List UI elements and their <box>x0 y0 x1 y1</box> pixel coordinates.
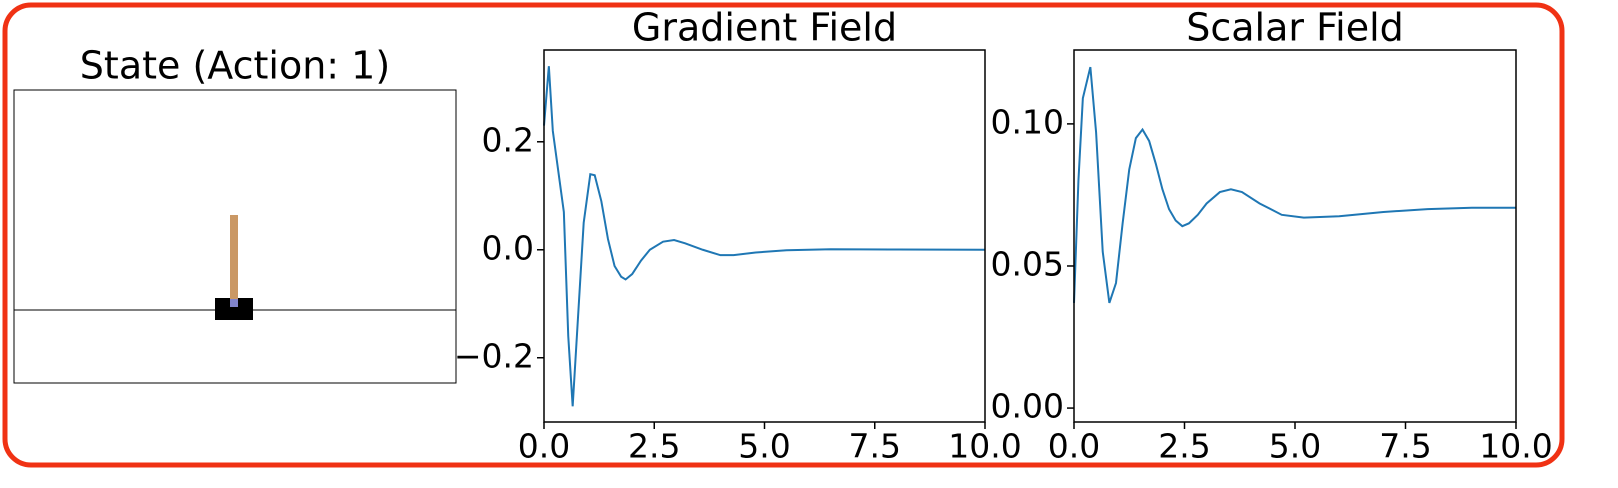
frame <box>2 2 1565 468</box>
chart-title: Gradient Field <box>632 6 897 50</box>
axes-frame <box>1073 49 1517 423</box>
x-tick-label: 0.0 <box>518 427 570 466</box>
x-tick-label: 5.0 <box>738 427 790 466</box>
panel-title: State (Action: 1) <box>80 44 390 88</box>
y-tick-label: 0.10 <box>991 102 1064 141</box>
x-tick-label: 2.5 <box>628 427 680 466</box>
state-image <box>13 89 457 384</box>
x-tick-label: 5.0 <box>1269 427 1321 466</box>
chart-title: Scalar Field <box>1186 6 1404 50</box>
y-tick-label: −0.2 <box>454 336 534 375</box>
data-line <box>1073 66 1516 304</box>
y-tick-label: 0.00 <box>991 387 1064 426</box>
axes-frame <box>543 49 986 423</box>
y-tick-label: 0.05 <box>991 244 1064 283</box>
data-line <box>543 66 986 407</box>
x-tick-label: 10.0 <box>1479 427 1552 466</box>
x-tick-label: 10.0 <box>948 427 1021 466</box>
y-tick-label: 0.2 <box>482 120 534 159</box>
x-tick-label: 2.5 <box>1158 427 1210 466</box>
x-tick-label: 7.5 <box>1379 427 1431 466</box>
x-tick-label: 7.5 <box>849 427 901 466</box>
x-tick-label: 0.0 <box>1048 427 1100 466</box>
y-tick-label: 0.0 <box>482 228 534 267</box>
